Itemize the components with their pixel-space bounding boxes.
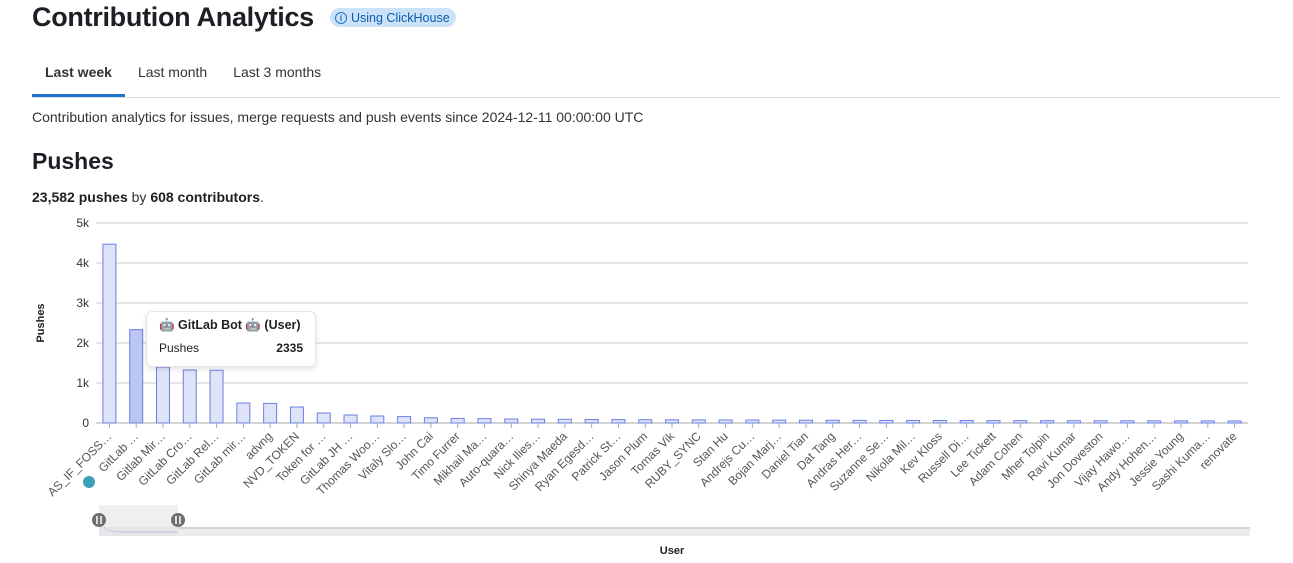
- bar[interactable]: [798, 419, 813, 424]
- avatar-icon: [83, 476, 95, 488]
- y-tick-label: 3k: [76, 296, 90, 310]
- tooltip-label: Pushes: [159, 341, 200, 355]
- zoom-track[interactable]: [99, 527, 1250, 536]
- pause-icon: [175, 516, 181, 524]
- bar[interactable]: [825, 419, 840, 424]
- by-text: by: [127, 189, 151, 205]
- contributor-count: 608 contributors: [150, 189, 261, 205]
- bar[interactable]: [155, 366, 170, 424]
- tab-last-3-months[interactable]: Last 3 months: [233, 64, 322, 80]
- y-tick-label: 4k: [76, 256, 90, 270]
- bar[interactable]: [986, 420, 1001, 424]
- bar[interactable]: [504, 418, 519, 424]
- bar[interactable]: [397, 416, 412, 424]
- bar[interactable]: [316, 412, 331, 424]
- section-title: Pushes: [32, 148, 114, 174]
- push-count: 23,582 pushes: [32, 189, 128, 205]
- page-title: Contribution Analytics: [32, 2, 314, 32]
- push-summary: 23,582 pushes by 608 contributors.: [32, 189, 264, 205]
- bar[interactable]: [1066, 420, 1081, 424]
- pause-icon: [96, 516, 102, 524]
- x-axis-label: User: [660, 545, 685, 557]
- badge-label: Using ClickHouse: [351, 10, 450, 25]
- bar[interactable]: [1093, 420, 1108, 424]
- bar[interactable]: [879, 419, 894, 424]
- bar[interactable]: [1227, 420, 1242, 424]
- bar[interactable]: [584, 418, 599, 424]
- bar[interactable]: [772, 419, 787, 424]
- bar[interactable]: [638, 419, 653, 424]
- tooltip-value: 2335: [276, 341, 303, 355]
- y-tick-label: 1k: [76, 376, 90, 390]
- bar[interactable]: [129, 329, 144, 424]
- bar[interactable]: [370, 415, 385, 424]
- bar[interactable]: [450, 417, 465, 424]
- info-icon: i: [335, 11, 347, 24]
- bar[interactable]: [691, 419, 706, 424]
- bar[interactable]: [102, 243, 117, 424]
- bar[interactable]: [236, 402, 251, 424]
- clickhouse-badge[interactable]: i Using ClickHouse: [330, 8, 456, 27]
- bar[interactable]: [665, 419, 679, 424]
- bar[interactable]: [209, 369, 224, 424]
- tab-last-week[interactable]: Last week: [32, 52, 125, 97]
- bar[interactable]: [1200, 420, 1215, 424]
- bar[interactable]: [423, 417, 438, 424]
- bar[interactable]: [852, 419, 867, 424]
- zoom-handle-right[interactable]: [171, 513, 185, 527]
- bar[interactable]: [1013, 420, 1028, 424]
- bar[interactable]: [1147, 420, 1162, 424]
- bar[interactable]: [557, 418, 572, 424]
- tooltip-title: 🤖 GitLab Bot 🤖 (User): [159, 318, 301, 332]
- y-tick-label: 0: [82, 416, 89, 430]
- chart-tooltip: 🤖 GitLab Bot 🤖 (User) Pushes 2335: [146, 311, 316, 367]
- y-tick-label: 5k: [76, 216, 90, 230]
- bar[interactable]: [531, 418, 546, 424]
- bar[interactable]: [343, 414, 358, 424]
- bar[interactable]: [1040, 420, 1055, 424]
- bar[interactable]: [1174, 420, 1189, 424]
- bar[interactable]: [959, 420, 974, 424]
- period: .: [260, 189, 264, 205]
- bar[interactable]: [718, 419, 733, 424]
- date-range-tabs: Last week Last month Last 3 months: [32, 52, 1280, 98]
- y-axis-label: Pushes: [35, 303, 47, 342]
- y-tick-label: 2k: [76, 336, 90, 350]
- bar[interactable]: [932, 420, 947, 424]
- bar[interactable]: [182, 369, 197, 424]
- bar[interactable]: [1120, 420, 1135, 424]
- zoom-handle-left[interactable]: [92, 513, 106, 527]
- tab-last-month[interactable]: Last month: [137, 64, 208, 80]
- bar[interactable]: [477, 418, 492, 424]
- zoom-preview-line: [103, 526, 178, 533]
- bar[interactable]: [611, 419, 626, 424]
- bar[interactable]: [289, 406, 304, 424]
- bar[interactable]: [906, 419, 921, 424]
- bar[interactable]: [745, 419, 760, 424]
- bar[interactable]: [263, 402, 278, 424]
- description: Contribution analytics for issues, merge…: [32, 109, 644, 125]
